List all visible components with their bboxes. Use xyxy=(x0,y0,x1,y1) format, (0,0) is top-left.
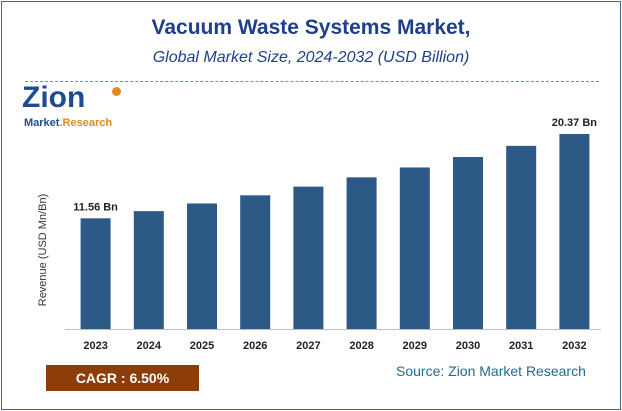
x-tick-label-2025: 2025 xyxy=(190,340,214,352)
bar-2026 xyxy=(240,195,271,329)
logo-main-text: Zion xyxy=(22,81,86,114)
title-divider xyxy=(25,81,599,82)
x-tick-label-2030: 2030 xyxy=(456,340,480,352)
logo-sub-part2: .Research xyxy=(59,117,113,129)
logo-dot-icon xyxy=(112,87,121,96)
x-tick-label-2023: 2023 xyxy=(83,340,107,352)
x-tick-label-2032: 2032 xyxy=(562,340,586,352)
bar-2029 xyxy=(399,167,430,329)
x-tick-label-2024: 2024 xyxy=(137,340,162,352)
bar-2030 xyxy=(453,157,483,329)
source-note: Source: Zion Market Research xyxy=(396,363,586,379)
x-tick-label-2029: 2029 xyxy=(403,340,427,352)
logo-sub-part1: Market xyxy=(24,117,60,129)
x-tick-labels: 2023 2024 2025 2026 2027 2028 2029 2030 2031 2032 xyxy=(83,340,586,352)
data-label-2023: 11.56 Bn xyxy=(73,201,118,213)
zion-logo: Zion Market.Research xyxy=(22,81,137,137)
x-tick-label-2026: 2026 xyxy=(243,340,267,352)
cagr-badge: CAGR : 6.50% xyxy=(46,365,199,391)
bar-2027 xyxy=(293,186,324,329)
bar-group xyxy=(80,133,590,329)
chart-title: Vacuum Waste Systems Market, xyxy=(151,16,471,39)
bar-2024 xyxy=(133,211,164,329)
data-label-2032: 20.37 Bn xyxy=(552,117,598,129)
x-tick-label-2031: 2031 xyxy=(509,340,533,352)
bar-2025 xyxy=(187,203,217,329)
x-tick-label-2027: 2027 xyxy=(296,340,320,352)
x-tick-label-2028: 2028 xyxy=(349,340,373,352)
bar-2023 xyxy=(80,218,111,329)
bar-2032 xyxy=(559,133,590,329)
bar-2031 xyxy=(506,145,537,329)
logo-sub-text: Market.Research xyxy=(24,117,112,129)
chart-subtitle: Global Market Size, 2024-2032 (USD Billi… xyxy=(152,49,470,66)
bar-2028 xyxy=(346,177,377,329)
data-labels: 11.56 Bn 20.37 Bn xyxy=(73,117,597,213)
